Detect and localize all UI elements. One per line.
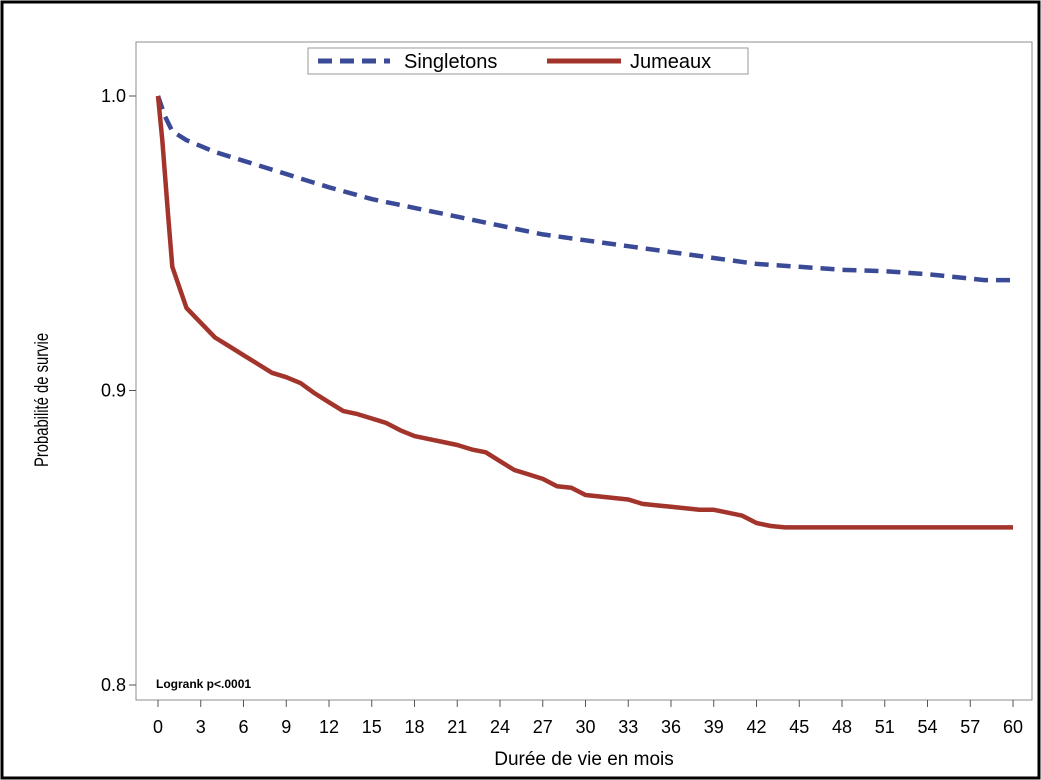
x-tick-label: 9 [281,717,291,737]
x-tick-label: 18 [404,717,424,737]
x-axis-label: Durée de vie en mois [494,749,674,770]
x-tick-label: 36 [661,717,681,737]
y-tick-label: 0.8 [101,675,126,695]
y-tick-label: 1.0 [101,86,126,106]
x-tick-label: 27 [533,717,553,737]
x-tick-label: 0 [153,717,163,737]
x-tick-label: 6 [238,717,248,737]
x-tick-label: 42 [746,717,766,737]
y-tick-label: 0.9 [101,381,126,401]
legend-box [307,47,749,75]
series-line-singletons [155,95,1013,283]
legend-label-singletons: Singletons [404,51,497,73]
y-axis: 0.8 0.9 1.0 [101,86,136,695]
x-tick-label: 15 [362,717,382,737]
logrank-annotation: Logrank p<.0001 [156,677,251,691]
x-tick-label: 51 [875,717,895,737]
x-axis: 0 3 6 9 12 15 18 21 24 27 30 33 36 39 42 45 48 51 54 57 60 [153,700,1023,737]
x-tick-label: 3 [196,717,206,737]
x-tick-label: 30 [575,717,595,737]
y-axis-label: Probabilité de survie [31,333,52,467]
legend: Singletons Jumeaux [307,47,749,75]
x-tick-label: 39 [704,717,724,737]
x-tick-label: 12 [319,717,339,737]
x-tick-label: 60 [1003,717,1023,737]
x-tick-label: 21 [447,717,467,737]
series-line-jumeaux [155,95,1013,530]
x-tick-label: 57 [960,717,980,737]
x-tick-label: 33 [618,717,638,737]
x-tick-label: 54 [917,717,937,737]
legend-label-jumeaux: Jumeaux [630,51,711,73]
plot-area [135,41,1033,701]
x-tick-label: 48 [832,717,852,737]
x-tick-label: 45 [789,717,809,737]
series-layer [155,95,1013,530]
x-tick-label: 24 [490,717,510,737]
